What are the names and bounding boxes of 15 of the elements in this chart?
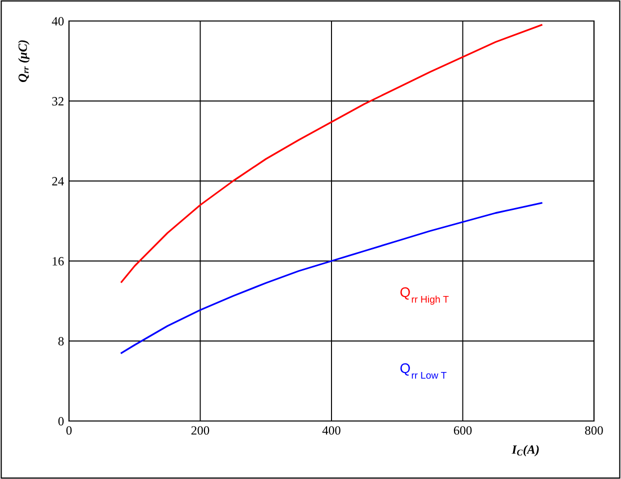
line-series — [120, 24, 542, 283]
x-tick-label: 200 — [191, 426, 210, 435]
y-axis-title: Q$_{rr}$ (μC) — [18, 40, 30, 82]
x-tick-label: 400 — [322, 426, 340, 435]
y-tick-label: 32 — [52, 97, 64, 106]
x-axis-title: I$_{C}$(A) — [512, 445, 539, 456]
y-tick-label: 40 — [52, 17, 64, 26]
x-tick-label: 800 — [585, 426, 603, 435]
y-tick-label: 16 — [52, 257, 64, 266]
x-tick-label: 600 — [454, 426, 472, 435]
x-tick-label: 0 — [66, 426, 72, 435]
y-tick-label: 24 — [52, 177, 64, 186]
y-tick-label: 8 — [58, 337, 64, 346]
y-tick-label: 0 — [58, 417, 64, 426]
line-series — [120, 202, 542, 354]
